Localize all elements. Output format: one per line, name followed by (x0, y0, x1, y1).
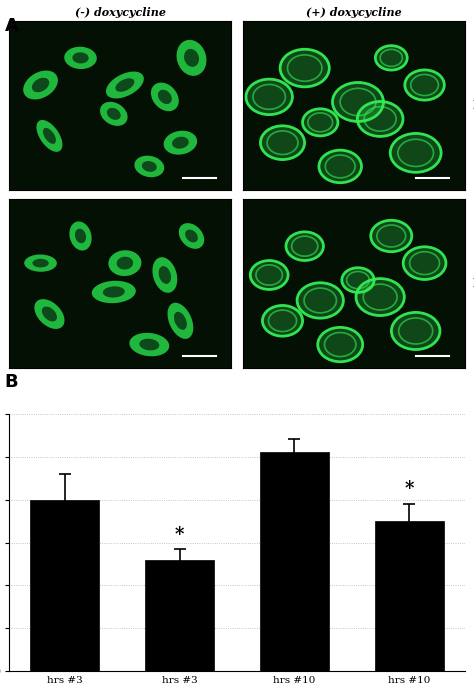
Title: (-) doxycycline: (-) doxycycline (75, 8, 166, 18)
Ellipse shape (106, 71, 144, 99)
Ellipse shape (23, 71, 58, 99)
Ellipse shape (117, 257, 133, 270)
Ellipse shape (139, 338, 159, 351)
Circle shape (356, 279, 404, 316)
Circle shape (342, 268, 374, 292)
Circle shape (297, 283, 343, 318)
Circle shape (302, 109, 338, 136)
Ellipse shape (100, 102, 128, 126)
Bar (260, 452, 329, 671)
Circle shape (405, 70, 444, 100)
Ellipse shape (32, 259, 49, 267)
Ellipse shape (159, 266, 171, 284)
Ellipse shape (135, 155, 164, 177)
Circle shape (318, 327, 363, 362)
Bar (375, 521, 444, 671)
Ellipse shape (176, 40, 207, 76)
Ellipse shape (64, 47, 97, 69)
Circle shape (403, 247, 446, 279)
Text: A: A (5, 17, 18, 35)
Circle shape (250, 260, 288, 290)
Circle shape (280, 49, 329, 87)
Ellipse shape (179, 223, 204, 249)
Ellipse shape (42, 307, 57, 321)
Ellipse shape (185, 229, 198, 242)
Circle shape (332, 82, 383, 121)
Circle shape (319, 150, 362, 183)
Ellipse shape (75, 229, 86, 243)
Bar (145, 560, 214, 671)
Ellipse shape (164, 131, 197, 155)
Text: B: B (5, 373, 18, 391)
Ellipse shape (158, 90, 172, 104)
Ellipse shape (129, 333, 169, 356)
Ellipse shape (184, 49, 199, 67)
Title: (+) doxycycline: (+) doxycycline (306, 8, 401, 18)
Ellipse shape (36, 120, 63, 152)
Ellipse shape (174, 312, 187, 330)
Ellipse shape (69, 221, 91, 251)
Ellipse shape (107, 108, 121, 120)
Ellipse shape (34, 299, 64, 329)
Ellipse shape (103, 286, 125, 297)
Ellipse shape (153, 257, 177, 292)
Circle shape (390, 134, 441, 173)
Ellipse shape (92, 281, 136, 303)
Ellipse shape (116, 78, 135, 92)
Ellipse shape (24, 255, 57, 272)
Ellipse shape (167, 303, 193, 339)
Circle shape (263, 306, 302, 336)
Ellipse shape (32, 78, 49, 92)
Text: *: * (175, 525, 184, 544)
Bar (30, 499, 99, 671)
Circle shape (246, 79, 292, 114)
Ellipse shape (73, 52, 89, 64)
Text: *: * (405, 480, 414, 499)
Ellipse shape (142, 161, 157, 172)
Ellipse shape (109, 250, 141, 276)
Circle shape (392, 312, 440, 349)
Circle shape (286, 232, 323, 260)
Circle shape (371, 221, 412, 251)
Ellipse shape (43, 128, 56, 144)
Circle shape (375, 46, 407, 70)
Ellipse shape (172, 137, 189, 149)
Circle shape (260, 126, 305, 160)
Circle shape (357, 101, 403, 136)
Ellipse shape (151, 83, 179, 111)
